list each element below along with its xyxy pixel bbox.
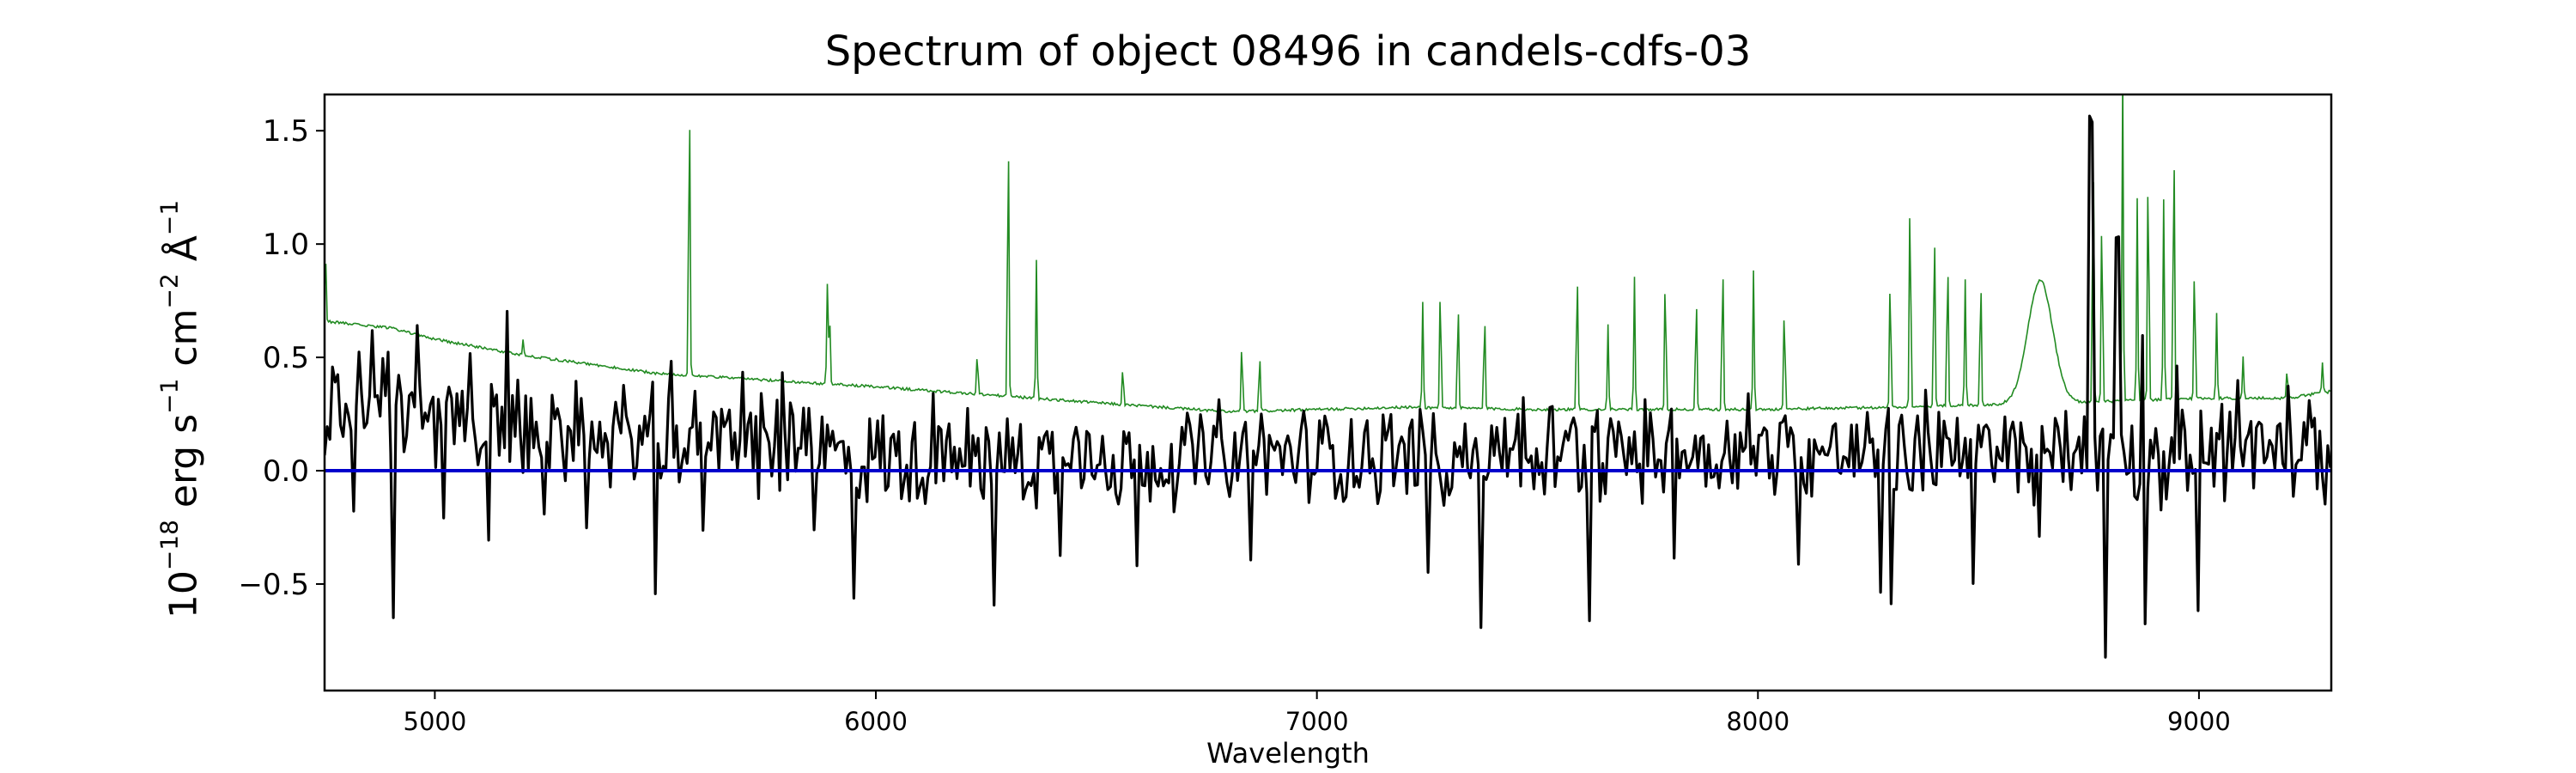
x-tick-label: 8000	[1726, 707, 1789, 736]
y-tick-label: 1.0	[263, 228, 309, 262]
y-axis-label: 10−18 erg s−1 cm−2 Å−1	[155, 199, 206, 619]
chart-title: Spectrum of object 08496 in candels-cdfs…	[824, 27, 1752, 76]
x-tick-label: 9000	[2167, 707, 2231, 736]
x-tick-label: 5000	[404, 707, 467, 736]
flux-spectrum-line	[325, 114, 2331, 659]
y-tick-label: −0.5	[238, 568, 309, 602]
x-tick-label: 7000	[1285, 707, 1349, 736]
error-spectrum-line	[325, 94, 2331, 414]
y-tick-label: 1.5	[263, 114, 309, 149]
y-axis-ticks: −0.5 0.0 0.5 1.0 1.5	[238, 114, 325, 602]
plot-area-frame	[323, 93, 2333, 692]
y-tick-label: 0.0	[263, 454, 309, 489]
y-tick-label: 0.5	[263, 341, 309, 375]
x-axis-ticks: 5000 6000 7000 8000 9000	[404, 691, 2231, 736]
x-axis-label: Wavelength	[1206, 737, 1370, 770]
x-tick-label: 6000	[844, 707, 908, 736]
